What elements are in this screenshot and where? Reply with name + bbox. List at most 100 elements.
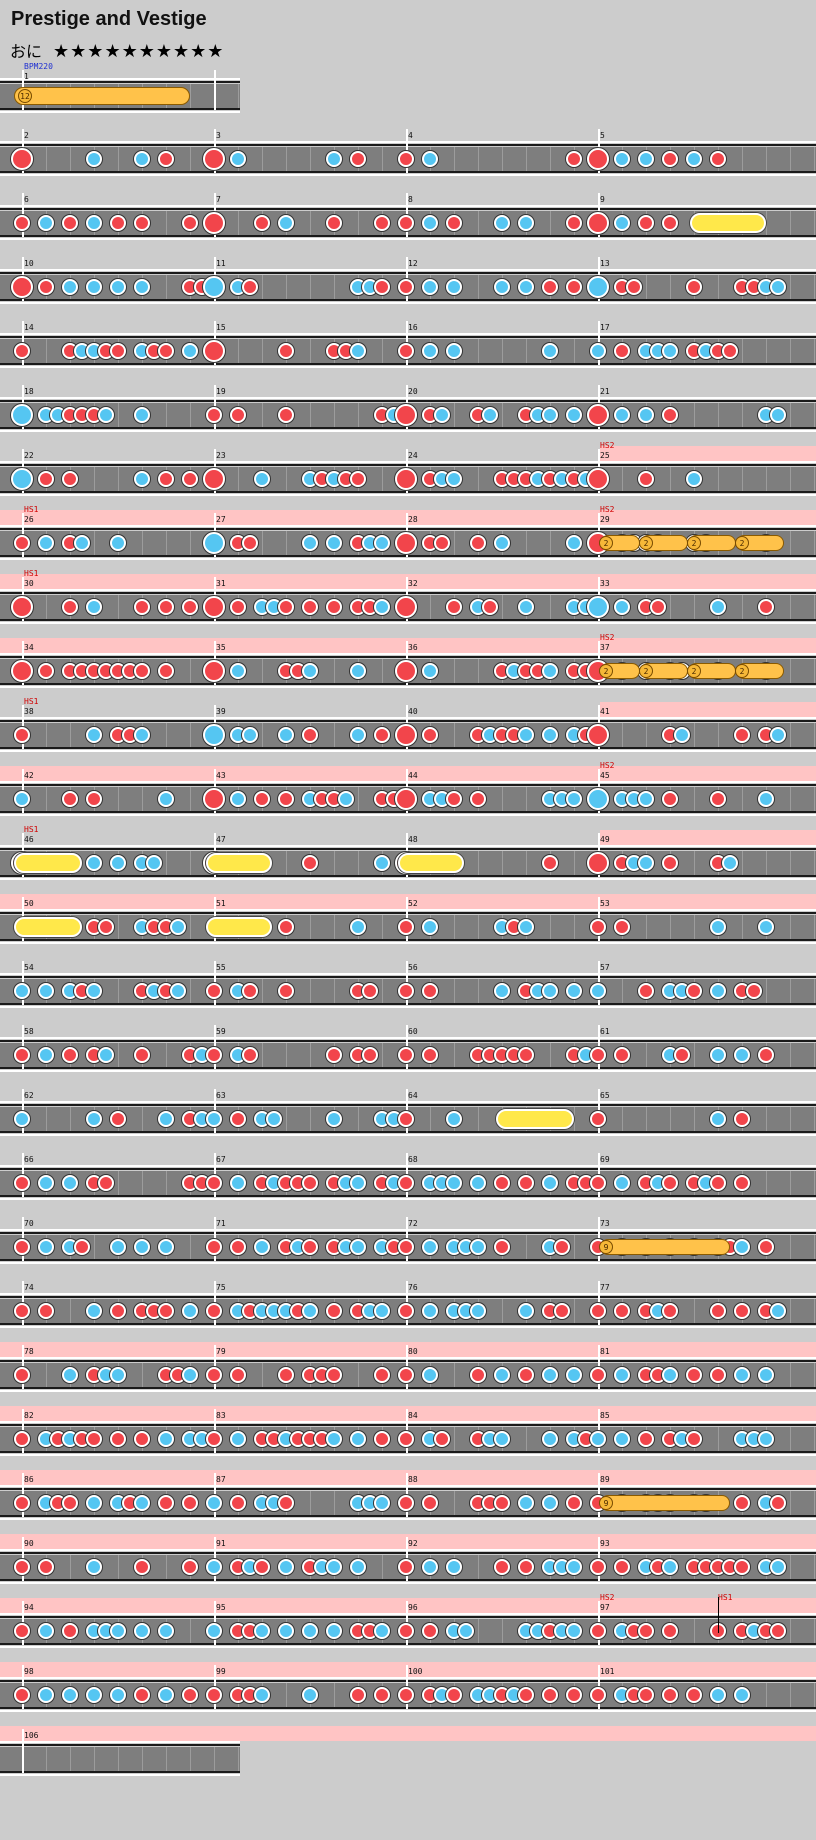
measure-number: 82 (24, 1411, 34, 1420)
beat-line (286, 1107, 287, 1131)
measure-number: 101 (600, 1667, 615, 1676)
ka-note (230, 791, 246, 807)
measure-number: 31 (216, 579, 226, 588)
beat-line (814, 531, 815, 555)
beat-line (526, 787, 527, 811)
beat-line (814, 851, 815, 875)
don-note (734, 727, 750, 743)
don-note (14, 1495, 30, 1511)
don-note (14, 1303, 30, 1319)
ka-note (134, 471, 150, 487)
ka-note (482, 407, 498, 423)
beat-line (46, 339, 47, 363)
scroll-speed-band (0, 1726, 816, 1741)
beat-line (70, 1747, 71, 1771)
don-note (554, 1239, 570, 1255)
don-note (446, 791, 462, 807)
don-note (182, 1559, 198, 1575)
beat-line (814, 339, 815, 363)
ka-note (350, 1239, 366, 1255)
lane-border-bottom (0, 363, 816, 365)
ka-note (374, 535, 390, 551)
lane-edge (0, 653, 816, 655)
don-note (590, 1111, 606, 1127)
scroll-speed-band (0, 638, 816, 653)
beat-line (790, 1107, 791, 1131)
don-note (395, 404, 417, 426)
lane-border-top (0, 1424, 816, 1426)
don-note (395, 724, 417, 746)
don-note (587, 724, 609, 746)
measure-number: 38 (24, 707, 34, 716)
measure-number: 74 (24, 1283, 34, 1292)
beat-line (118, 1555, 119, 1579)
don-note (434, 1431, 450, 1447)
lane-edge (0, 973, 816, 975)
beat-line (742, 787, 743, 811)
lane-border-top (0, 1296, 816, 1298)
don-note (62, 599, 78, 615)
lane-border-bottom (0, 491, 816, 493)
lane-border-bottom (0, 108, 240, 110)
ka-note (734, 1239, 750, 1255)
beat-line (790, 403, 791, 427)
measure-number: 14 (24, 323, 34, 332)
ka-note (86, 151, 102, 167)
beat-line (742, 851, 743, 875)
measure-number: 5 (600, 131, 605, 140)
ka-note (587, 276, 609, 298)
measure-number: 64 (408, 1091, 418, 1100)
don-note (422, 983, 438, 999)
measure-number: 20 (408, 387, 418, 396)
measure-number: 18 (24, 387, 34, 396)
ka-note (38, 983, 54, 999)
don-note (206, 1303, 222, 1319)
ka-note (734, 1047, 750, 1063)
measure-number: 49 (600, 835, 610, 844)
ka-note (170, 919, 186, 935)
don-note (98, 919, 114, 935)
ka-note (518, 279, 534, 295)
beat-line (334, 851, 335, 875)
ka-note (566, 1367, 582, 1383)
ka-note (86, 1303, 102, 1319)
beat-line (94, 531, 95, 555)
don-note (302, 855, 318, 871)
don-note (422, 727, 438, 743)
beat-line (430, 595, 431, 619)
lane-edge (0, 1198, 816, 1200)
don-note (110, 1303, 126, 1319)
don-note (110, 1431, 126, 1447)
lane-border-top (0, 1360, 816, 1362)
beat-line (334, 275, 335, 299)
beat-line (286, 531, 287, 555)
beat-line (790, 1427, 791, 1451)
ka-note (350, 1559, 366, 1575)
scroll-speed-label: HS2 (600, 1593, 615, 1602)
ka-note (158, 1431, 174, 1447)
don-note (395, 596, 417, 618)
measure-number: 63 (216, 1091, 226, 1100)
lane-border-top (0, 848, 816, 850)
don-note (542, 1687, 558, 1703)
measure-number: 79 (216, 1347, 226, 1356)
beat-line (670, 595, 671, 619)
beat-line (166, 211, 167, 235)
lane-edge (0, 878, 816, 880)
beat-line (670, 467, 671, 491)
lane-border-bottom (0, 1643, 816, 1645)
ka-note (302, 1303, 318, 1319)
beat-line (502, 339, 503, 363)
scroll-speed-band (0, 1534, 816, 1549)
balloon-note (14, 87, 190, 105)
beat-line (502, 595, 503, 619)
beat-line (694, 787, 695, 811)
beat-line (718, 1427, 719, 1451)
beat-line (190, 147, 191, 171)
beat-line (502, 851, 503, 875)
measure-number: 52 (408, 899, 418, 908)
beat-line (358, 787, 359, 811)
ka-note (446, 279, 462, 295)
beat-line (214, 1747, 215, 1771)
don-note (86, 791, 102, 807)
